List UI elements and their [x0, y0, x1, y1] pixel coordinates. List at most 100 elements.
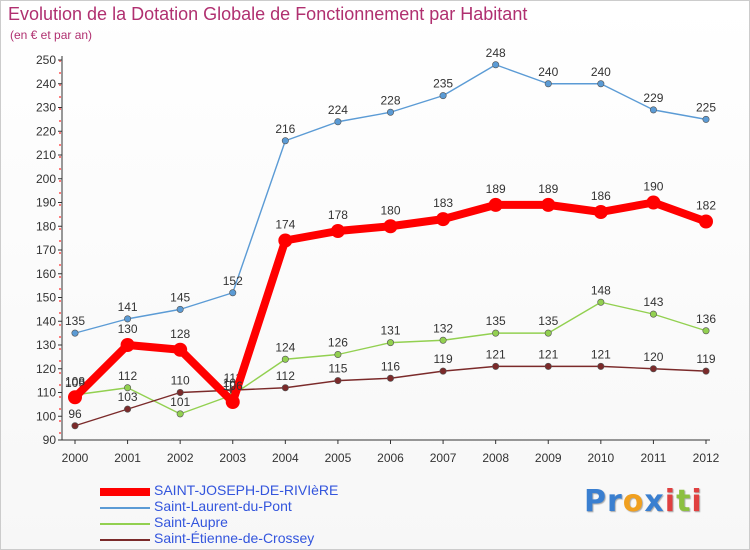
data-label-s0-2001: 130 [118, 322, 138, 336]
logo-part-3: x [644, 484, 665, 519]
point-s1-2004 [281, 137, 289, 145]
data-label-s3-2008: 121 [486, 347, 506, 361]
data-label-s0-2002: 128 [170, 327, 190, 341]
x-tick-label-2006: 2006 [377, 451, 404, 465]
y-tick-label-120: 120 [36, 362, 56, 376]
point-s1-2001 [124, 315, 132, 323]
x-tick-label-2003: 2003 [219, 451, 246, 465]
data-label-s1-2004: 216 [275, 122, 295, 136]
point-s2-2002 [176, 410, 184, 418]
point-s3-2005 [334, 377, 342, 385]
point-s3-2006 [386, 374, 394, 382]
point-s2-2012 [702, 327, 710, 335]
point-s3-2007 [439, 367, 447, 375]
data-label-s3-2001: 103 [118, 390, 138, 404]
x-tick-label-2008: 2008 [482, 451, 509, 465]
point-s1-2009 [544, 80, 552, 88]
legend-swatch-saint-aupre [100, 523, 150, 525]
point-s1-2003 [229, 289, 237, 297]
y-tick-label-150: 150 [36, 291, 56, 305]
data-label-s3-2004: 112 [276, 369, 295, 383]
data-label-s3-2000: 96 [68, 407, 82, 421]
point-s1-2011 [649, 106, 657, 114]
data-label-s3-2012: 119 [696, 352, 715, 366]
data-label-s2-2008: 135 [486, 314, 506, 328]
data-label-s1-2001: 141 [118, 300, 138, 314]
point-s0-2006 [383, 219, 398, 234]
data-label-s2-2012: 136 [696, 312, 716, 326]
point-s0-2004 [278, 233, 293, 248]
point-s3-2001 [124, 405, 132, 413]
y-tick-label-90: 90 [43, 433, 57, 447]
data-label-s3-2010: 121 [591, 347, 611, 361]
data-label-s0-2012: 182 [696, 199, 716, 213]
data-label-s2-2001: 112 [118, 369, 137, 383]
point-s0-2003 [225, 395, 240, 409]
chart-title: Evolution de la Dotation Globale de Fonc… [8, 4, 528, 24]
data-label-s0-2011: 190 [643, 180, 663, 194]
data-label-s1-2003: 152 [223, 274, 243, 288]
x-tick-label-2009: 2009 [535, 451, 562, 465]
point-s1-2005 [334, 118, 342, 126]
data-label-s1-2011: 229 [643, 91, 663, 105]
y-tick-label-170: 170 [36, 243, 56, 257]
y-tick-label-200: 200 [36, 172, 56, 186]
x-tick-label-2004: 2004 [272, 451, 299, 465]
point-s2-2007 [439, 336, 447, 344]
point-s0-2008 [488, 197, 503, 212]
legend-label-saint-etienne: Saint-Étienne-de-Crossey [154, 530, 315, 546]
x-tick-label-2007: 2007 [430, 451, 457, 465]
y-tick-label-190: 190 [36, 196, 56, 210]
x-tick-label-2001: 2001 [114, 451, 141, 465]
y-tick-label-110: 110 [37, 386, 56, 400]
data-label-s2-2009: 135 [538, 314, 558, 328]
data-label-s0-2000: 108 [65, 374, 85, 388]
y-tick-label-140: 140 [36, 314, 56, 328]
point-s2-2010 [597, 298, 605, 306]
data-label-s2-2002: 101 [170, 395, 190, 409]
point-s3-2008 [492, 362, 500, 370]
point-s1-2007 [439, 92, 447, 100]
logo-part-2: o [622, 484, 645, 519]
point-s3-2000 [71, 422, 79, 430]
point-s2-2005 [334, 350, 342, 358]
data-label-s0-2010: 186 [591, 189, 611, 203]
point-s3-2002 [176, 388, 184, 396]
point-s0-2009 [541, 197, 556, 212]
legend-swatch-saint-etienne [100, 539, 150, 541]
point-s2-2011 [649, 310, 657, 318]
y-tick-label-180: 180 [36, 219, 56, 233]
data-label-s3-2009: 121 [538, 347, 558, 361]
data-label-s1-2012: 225 [696, 100, 716, 114]
data-label-s2-2005: 126 [328, 336, 348, 350]
point-s0-2001 [120, 338, 135, 352]
data-label-s3-2006: 116 [381, 359, 400, 373]
data-label-s1-2002: 145 [170, 290, 190, 304]
legend-label-saint-laurent: Saint-Laurent-du-Pont [154, 498, 292, 514]
point-s1-2002 [176, 305, 184, 313]
logo-part-1: Pr [584, 484, 623, 519]
data-label-s0-2007: 183 [433, 196, 453, 210]
legend-swatch-saint-laurent [100, 507, 150, 509]
y-tick-label-210: 210 [36, 148, 56, 162]
data-label-s1-2007: 235 [433, 77, 453, 91]
point-s0-2011 [646, 195, 661, 210]
data-label-s2-2006: 131 [380, 324, 400, 338]
point-s1-2006 [386, 108, 394, 116]
data-label-s0-2003: 106 [223, 379, 243, 393]
x-tick-label-2002: 2002 [167, 451, 194, 465]
data-label-s1-2009: 240 [538, 65, 558, 79]
point-s2-2009 [544, 329, 552, 337]
point-s0-2012 [699, 214, 713, 229]
y-tick-label-250: 250 [36, 53, 56, 67]
point-s1-2012 [702, 115, 710, 123]
point-s1-2010 [597, 80, 605, 88]
point-s0-2010 [593, 205, 608, 219]
data-label-s3-2002: 110 [171, 374, 190, 388]
x-tick-label-2005: 2005 [325, 451, 352, 465]
y-tick-label-240: 240 [36, 77, 56, 91]
data-label-s2-2010: 148 [591, 283, 611, 297]
x-tick-label-2012: 2012 [693, 451, 720, 465]
y-tick-label-160: 160 [36, 267, 56, 281]
y-tick-label-100: 100 [36, 409, 56, 423]
